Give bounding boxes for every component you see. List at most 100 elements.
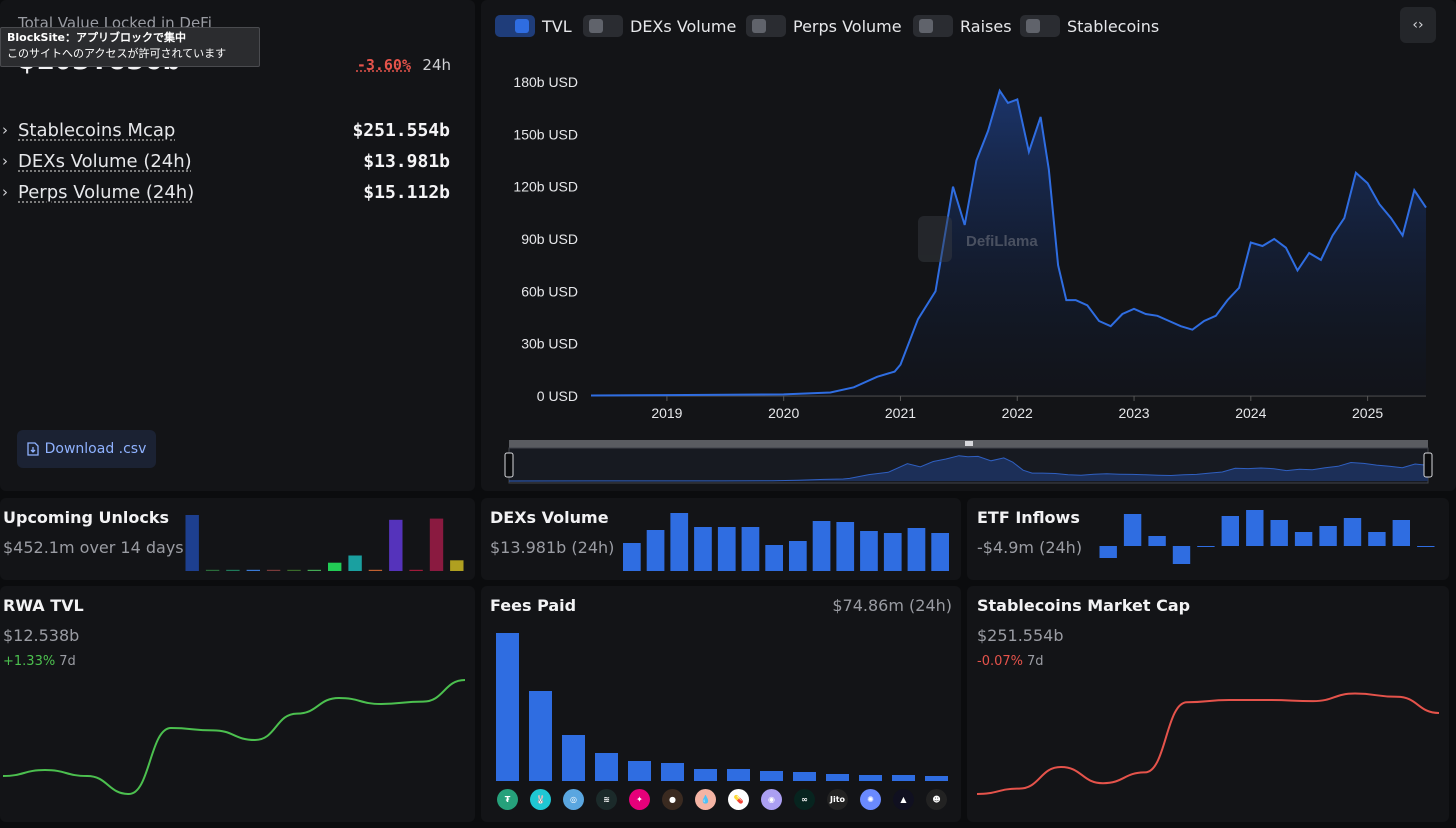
etf-inflows-bar-chart — [1099, 510, 1435, 564]
bar — [793, 772, 816, 781]
uniswap-like-icon: ◎ — [563, 789, 584, 810]
x-tick-label: 2025 — [1352, 405, 1383, 421]
rwa-tvl-card[interactable]: RWA TVL $12.538b +1.33% 7d — [0, 586, 475, 822]
card-change: -0.07% 7d — [977, 654, 1044, 669]
metric-perps-volume[interactable]: › Perps Volume (24h) $15.112b — [2, 179, 450, 205]
tether-icon: ₮ — [497, 789, 518, 810]
stablecoins-mcap-line-chart — [976, 692, 1440, 795]
toggle-switch[interactable] — [1020, 15, 1060, 37]
toggle-stablecoins[interactable]: Stablecoins — [1020, 14, 1159, 38]
pump-icon: ✦ — [629, 789, 650, 810]
brush-right-handle[interactable] — [1423, 452, 1433, 478]
metric-dexs-volume[interactable]: › DEXs Volume (24h) $13.981b — [2, 148, 450, 174]
bar — [1099, 546, 1117, 558]
bar — [765, 545, 783, 571]
card-title: ETF Inflows — [977, 508, 1080, 527]
x-tick-label: 2022 — [1002, 405, 1033, 421]
upcoming-unlocks-card[interactable]: Upcoming Unlocks $452.1m over 14 days — [0, 498, 475, 580]
card-title: DEXs Volume — [490, 508, 609, 527]
card-subtitle: $251.554b — [977, 626, 1064, 645]
bar — [1246, 510, 1264, 546]
bar — [727, 769, 750, 781]
stablecoins-mcap-card[interactable]: Stablecoins Market Cap $251.554b -0.07% 7… — [967, 586, 1449, 822]
brush-left-handle[interactable] — [504, 452, 514, 478]
toggle-switch[interactable] — [746, 15, 786, 37]
wave-icon: ≋ — [596, 789, 617, 810]
download-csv-button[interactable]: Download .csv — [17, 430, 156, 468]
ghost-icon: ◉ — [761, 789, 782, 810]
defillama-watermark: DefiLlama — [918, 216, 1038, 262]
bar — [450, 560, 464, 571]
bar — [907, 528, 926, 571]
toggle-switch[interactable] — [583, 15, 623, 37]
tvl-change-period: 24h — [422, 56, 451, 74]
bar — [717, 527, 736, 571]
bar — [529, 691, 552, 781]
tvl-change: -3.60% — [356, 56, 411, 74]
drop-icon: 💧 — [695, 789, 716, 810]
card-subtitle: $13.981b (24h) — [490, 538, 615, 557]
y-tick-label: 60b USD — [521, 283, 578, 299]
metric-label: Stablecoins Mcap — [18, 119, 176, 141]
toggle-raises[interactable]: Raises — [913, 14, 1012, 38]
card-subtitle: $12.538b — [3, 626, 80, 645]
fees-paid-card[interactable]: Fees Paid $74.86m (24h) ₮ 🐰 ◎ ≋ ✦ ● 💧 💊 ◉ ∞ Jito ✺ ▲… — [481, 586, 961, 822]
bar — [1123, 514, 1142, 546]
tvl-area-chart[interactable]: 0 USD 30b USD 60b USD 90b USD 120b USD 150b U… — [481, 0, 1456, 491]
embed-code-button[interactable]: ‹› — [1400, 7, 1436, 43]
bar — [670, 513, 689, 571]
tvl-chart-panel: TVL DEXs Volume Perps Volume Raises Stab… — [481, 0, 1456, 491]
card-subtitle: -$4.9m (24h) — [977, 538, 1083, 557]
toggle-switch[interactable] — [913, 15, 953, 37]
x-tick-label: 2019 — [651, 405, 682, 421]
dexs-volume-bar-chart — [623, 513, 949, 571]
jito-icon: Jito — [827, 789, 848, 810]
toggle-perps-volume[interactable]: Perps Volume — [746, 14, 902, 38]
download-file-icon — [26, 442, 39, 456]
bar — [1270, 520, 1288, 546]
pancakeswap-icon: 🐰 — [530, 789, 551, 810]
bar — [328, 562, 342, 571]
card-title: Upcoming Unlocks — [3, 508, 169, 527]
bar — [246, 569, 260, 571]
bar — [661, 763, 684, 781]
bar — [562, 735, 585, 781]
unlocks-bar-chart — [185, 515, 464, 571]
x-tick-label: 2024 — [1235, 405, 1266, 421]
bar — [1148, 536, 1166, 546]
bar — [812, 521, 831, 571]
dexs-volume-card[interactable]: DEXs Volume $13.981b (24h) — [481, 498, 961, 580]
card-title: RWA TVL — [3, 596, 84, 615]
metric-stablecoins[interactable]: › Stablecoins Mcap $251.554b — [2, 117, 450, 143]
fees-24h-value: $74.86m (24h) — [832, 596, 952, 615]
bar — [694, 527, 712, 571]
bar — [1343, 518, 1362, 546]
metric-value: $251.554b — [352, 119, 450, 141]
bar — [1319, 526, 1337, 546]
bar — [368, 569, 383, 571]
toggle-dexs-volume[interactable]: DEXs Volume — [583, 14, 736, 38]
chevron-right-icon: › — [2, 152, 8, 170]
etf-inflows-card[interactable]: ETF Inflows -$4.9m (24h) — [967, 498, 1449, 580]
download-label: Download .csv — [44, 441, 147, 457]
mascot-icon: ☻ — [926, 789, 947, 810]
toggle-switch[interactable] — [495, 15, 535, 37]
tooltip-line2: このサイトへのアクセスが許可されています — [7, 47, 227, 60]
card-title: Fees Paid — [490, 596, 577, 615]
bar — [760, 771, 783, 781]
y-tick-label: 150b USD — [513, 126, 578, 142]
x-tick-label: 2020 — [768, 405, 799, 421]
chevron-right-icon: › — [2, 121, 8, 139]
toggle-label: Stablecoins — [1067, 16, 1160, 36]
bar — [860, 531, 878, 571]
bar — [496, 633, 519, 781]
bar — [205, 569, 220, 571]
change-period: 7d — [59, 654, 76, 669]
card-subtitle: $452.1m over 14 days — [3, 538, 184, 557]
y-tick-label: 90b USD — [521, 231, 578, 247]
x-tick-label: 2021 — [885, 405, 916, 421]
brush-grip-icon[interactable] — [965, 441, 973, 446]
toggle-tvl[interactable]: TVL — [495, 14, 572, 38]
bar — [348, 555, 362, 571]
bar — [1368, 532, 1386, 546]
